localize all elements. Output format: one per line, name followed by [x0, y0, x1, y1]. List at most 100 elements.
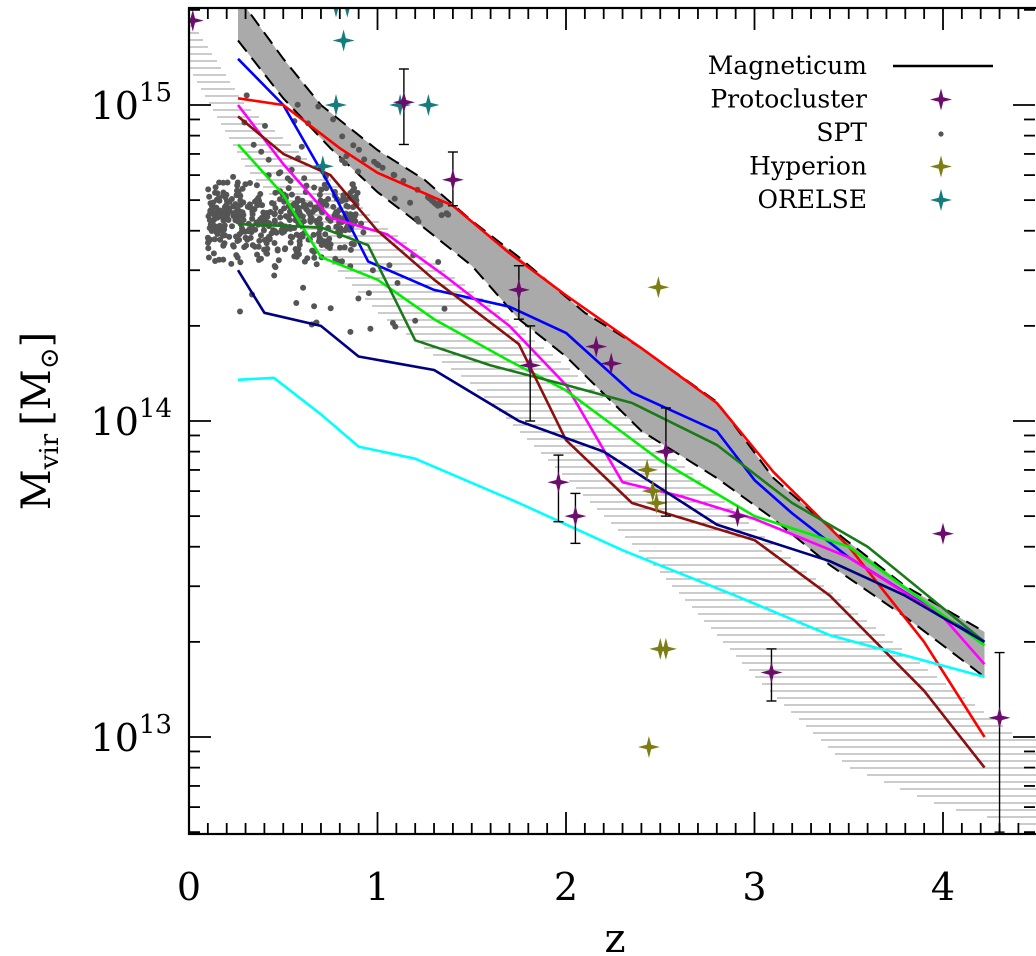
spt-point [212, 189, 218, 196]
spt-point [247, 234, 254, 241]
protocluster-marker [564, 505, 587, 528]
spt-point [214, 231, 221, 237]
spt-point [294, 101, 301, 108]
orelse-marker [331, 8, 342, 18]
spt-point [386, 262, 393, 269]
spt-point [271, 240, 278, 246]
protocluster-marker [600, 352, 623, 375]
spt-point [330, 116, 337, 123]
spt-point [316, 191, 323, 198]
band-upper-dashed [244, 8, 985, 633]
y-axis-subscript: vir [35, 433, 65, 470]
spt-point [272, 189, 279, 196]
spt-point [268, 230, 275, 237]
spt-point [287, 233, 294, 240]
x-tick-label: 0 [177, 865, 201, 909]
spt-point [220, 242, 227, 249]
spt-point [391, 195, 398, 202]
spt-point [300, 284, 307, 291]
spt-point [327, 305, 334, 312]
x-tick-label: 2 [554, 865, 578, 909]
spt-point [207, 236, 214, 243]
spt-point [237, 308, 243, 315]
spt-point [220, 217, 227, 224]
legend: Magneticum Protocluster SPT Hyperion ORELSE [708, 51, 993, 214]
spt-point [263, 240, 270, 247]
legend-label: Magneticum [708, 51, 868, 80]
spt-point [236, 208, 243, 215]
spt-point [438, 212, 445, 219]
spt-point [217, 236, 224, 243]
spt-point [367, 325, 374, 332]
spt-point [257, 201, 264, 208]
legend-dot-swatch [938, 131, 944, 137]
spt-point [211, 236, 218, 243]
protocluster-marker [507, 278, 530, 301]
legend-label: SPT [816, 118, 867, 147]
spt-point [288, 191, 295, 198]
spt-point [293, 231, 300, 238]
y-tick-label: 1015 [91, 78, 172, 128]
spt-point [294, 204, 301, 211]
spt-point [285, 185, 292, 192]
spt-point [246, 226, 253, 233]
spt-point [347, 328, 354, 335]
spt-point [249, 242, 256, 249]
spt-point [243, 92, 250, 99]
spt-point [258, 255, 264, 262]
spt-point [365, 290, 372, 297]
spt-point [347, 190, 354, 196]
spt-point [282, 213, 289, 220]
protocluster-marker [726, 505, 749, 528]
spt-point [228, 196, 235, 202]
spt-point [360, 229, 367, 236]
spt-point [353, 197, 360, 204]
spt-point [293, 253, 300, 260]
protocluster-marker [519, 354, 542, 377]
spt-point [213, 204, 220, 211]
spt-point [240, 199, 247, 206]
spt-point [258, 232, 264, 239]
spt-point [355, 168, 362, 175]
spt-point [298, 143, 305, 150]
spt-point [341, 244, 348, 251]
spt-point [345, 203, 351, 210]
track-line-4 [237, 143, 986, 647]
spt-point [230, 173, 237, 180]
spt-point [433, 201, 440, 208]
spt-point [234, 182, 241, 189]
orelse-marker [417, 94, 440, 116]
y-tick-labels: 1013 1014 1015 [91, 78, 172, 760]
x-tick-labels: 0 1 2 3 4 [177, 865, 955, 909]
spt-point [207, 209, 214, 216]
spt-point [205, 245, 212, 252]
spt-point [232, 201, 239, 208]
spt-point [356, 146, 362, 153]
spt-point [236, 236, 243, 243]
spt-point [284, 175, 291, 182]
track-line-5 [237, 222, 986, 643]
spt-point [208, 228, 215, 234]
spt-point [272, 264, 279, 271]
spt-point [315, 103, 322, 110]
spt-point [277, 169, 284, 176]
spt-point [322, 231, 329, 238]
x-tick-label: 1 [365, 865, 389, 909]
spt-point [307, 216, 314, 223]
x-axis-title: z [604, 916, 625, 956]
observed-markers [189, 8, 1011, 833]
spt-point [316, 238, 322, 245]
spt-point [375, 162, 382, 169]
spt-point [337, 244, 343, 251]
spt-point [296, 241, 303, 248]
spt-point [279, 227, 286, 234]
spt-point [311, 254, 318, 261]
spt-point [305, 208, 312, 215]
spt-point [217, 208, 224, 215]
spt-point [321, 198, 328, 205]
track-line-1 [237, 57, 986, 644]
legend-star-swatch [930, 189, 952, 211]
hatched-region [189, 25, 1036, 825]
spt-point [292, 246, 299, 252]
band-fill [238, 8, 985, 677]
